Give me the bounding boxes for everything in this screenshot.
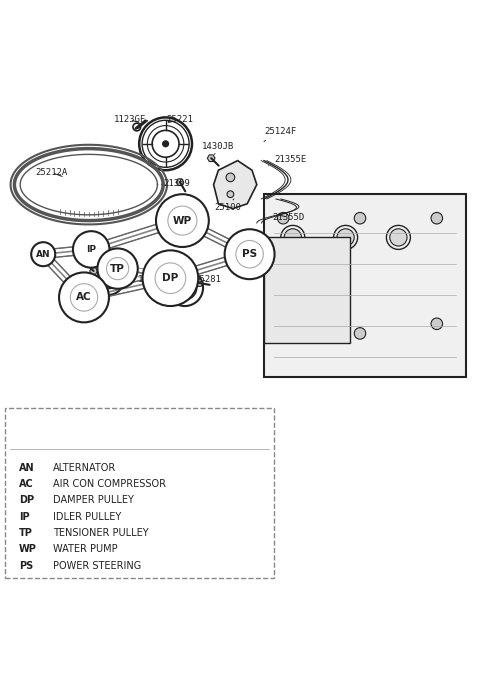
- Circle shape: [225, 229, 275, 279]
- Text: 1140JF: 1140JF: [127, 275, 170, 284]
- Text: AN: AN: [36, 250, 50, 259]
- Circle shape: [226, 173, 235, 182]
- Text: IP: IP: [86, 245, 96, 254]
- Text: AIR CON COMPRESSOR: AIR CON COMPRESSOR: [53, 479, 166, 489]
- Circle shape: [59, 272, 109, 322]
- Circle shape: [31, 242, 55, 266]
- Text: TP: TP: [19, 528, 33, 538]
- Text: DAMPER PULLEY: DAMPER PULLEY: [53, 495, 133, 506]
- Text: 1123GF: 1123GF: [113, 115, 146, 124]
- Circle shape: [156, 194, 209, 247]
- Polygon shape: [176, 179, 184, 185]
- Text: TENSIONER PULLEY: TENSIONER PULLEY: [53, 528, 148, 538]
- Text: 25283: 25283: [159, 292, 186, 301]
- Text: PS: PS: [19, 560, 34, 571]
- Text: 25281: 25281: [194, 275, 221, 284]
- Text: WP: WP: [173, 215, 192, 226]
- Circle shape: [354, 213, 366, 224]
- Circle shape: [97, 248, 138, 289]
- Text: WP: WP: [19, 545, 37, 554]
- Circle shape: [431, 213, 443, 224]
- Circle shape: [182, 285, 187, 290]
- Polygon shape: [164, 275, 172, 281]
- Text: 25100: 25100: [215, 199, 241, 212]
- Text: WATER PUMP: WATER PUMP: [53, 545, 118, 554]
- Text: IP: IP: [19, 512, 30, 522]
- Circle shape: [337, 228, 354, 246]
- Text: DP: DP: [162, 273, 179, 283]
- Text: 21355E: 21355E: [269, 155, 307, 165]
- Text: 25286: 25286: [106, 268, 132, 276]
- Circle shape: [106, 276, 110, 281]
- FancyBboxPatch shape: [264, 237, 350, 343]
- Text: IDLER PULLEY: IDLER PULLEY: [53, 512, 121, 522]
- Circle shape: [354, 328, 366, 339]
- PathPatch shape: [214, 161, 257, 209]
- Text: 25285P: 25285P: [74, 285, 107, 294]
- Text: DP: DP: [19, 495, 35, 506]
- Text: 21355D: 21355D: [272, 213, 304, 222]
- Text: POWER STEERING: POWER STEERING: [53, 560, 141, 571]
- Circle shape: [143, 250, 198, 306]
- Text: 25212A: 25212A: [36, 168, 68, 177]
- Polygon shape: [90, 268, 97, 274]
- Circle shape: [390, 228, 407, 246]
- Text: AC: AC: [76, 292, 92, 303]
- FancyBboxPatch shape: [264, 194, 466, 377]
- Text: AC: AC: [19, 479, 34, 489]
- Circle shape: [277, 213, 289, 224]
- Text: 25124F: 25124F: [264, 128, 297, 141]
- Text: 21359: 21359: [163, 178, 190, 188]
- Circle shape: [73, 231, 109, 268]
- Text: AN: AN: [19, 463, 35, 473]
- Text: TP: TP: [110, 263, 125, 274]
- Text: 25221: 25221: [167, 115, 193, 124]
- Text: ALTERNATOR: ALTERNATOR: [53, 463, 116, 473]
- Polygon shape: [207, 155, 215, 161]
- Text: 1430JB: 1430JB: [202, 142, 235, 154]
- Circle shape: [284, 228, 301, 246]
- Polygon shape: [195, 280, 203, 286]
- Polygon shape: [121, 270, 129, 276]
- Text: PS: PS: [242, 249, 257, 259]
- Circle shape: [431, 318, 443, 329]
- Circle shape: [163, 141, 168, 147]
- Circle shape: [227, 191, 234, 198]
- Circle shape: [277, 318, 289, 329]
